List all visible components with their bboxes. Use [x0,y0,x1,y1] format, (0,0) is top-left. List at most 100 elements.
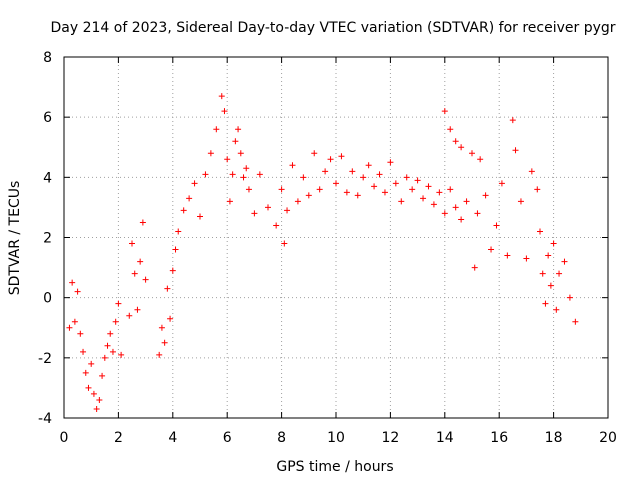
data-point [338,153,345,160]
data-point [414,177,421,184]
data-point [137,258,144,265]
data-point [109,348,116,355]
data-point [333,180,339,187]
data-point [139,219,146,226]
data-point [436,189,443,196]
data-point [131,270,138,277]
data-point [115,300,122,307]
data-point [237,150,244,157]
data-point [322,168,329,175]
data-point [430,201,437,208]
data-point [129,240,135,247]
data-point [463,198,470,205]
data-point [420,195,427,202]
data-point [82,369,89,376]
data-point [218,93,225,100]
x-tick-label: 10 [327,430,345,446]
data-point [371,183,378,190]
data-point [458,144,465,151]
data-point [104,342,111,349]
data-point [281,240,288,247]
data-point [175,228,182,235]
data-point [77,330,84,337]
data-point [74,288,81,295]
data-point [441,108,448,115]
x-tick-label: 4 [168,430,177,446]
data-point [447,126,454,133]
data-point [256,171,263,178]
data-point [284,207,291,214]
data-point [243,165,250,172]
data-point [512,147,519,154]
data-point [197,213,203,220]
y-tick-label: -2 [38,351,52,367]
data-point [452,204,459,211]
data-point [553,306,560,313]
data-point [158,324,165,331]
data-point [207,150,214,157]
data-point [360,174,367,181]
data-point [93,405,100,412]
data-point [517,198,524,205]
data-point [161,339,168,346]
data-point [545,252,552,259]
x-axis-label: GPS time / hours [276,459,393,475]
data-point [474,210,481,217]
data-point [88,360,95,367]
x-tick-label: 6 [223,430,232,446]
data-point [294,198,301,205]
data-point [156,351,163,358]
data-point [458,216,465,223]
x-tick-label: 0 [60,430,69,446]
data-point [441,210,448,217]
tick-labels: 0 2 4 6 8 10 12 14 16 18 20 -4 -2 0 2 4 6 8 [38,50,617,446]
data-point [112,318,119,325]
data-point [566,294,573,301]
data-point [191,180,198,187]
data-point [232,138,239,145]
x-tick-label: 20 [599,430,617,446]
plot-frame [63,56,609,419]
data-point [534,186,541,193]
data-point [101,354,108,361]
y-tick-label: 6 [43,110,52,126]
data-point [493,222,500,229]
data-point [327,156,334,163]
data-point [134,306,141,313]
data-point [425,183,432,190]
data-point [572,318,579,325]
data-point [504,252,511,259]
data-point [547,282,554,289]
data-point [186,195,193,202]
data-point [251,210,258,217]
data-point [537,228,543,235]
data-point [523,255,530,262]
data-point [376,171,383,178]
x-tick-label: 14 [436,430,454,446]
data-point [90,390,97,397]
y-tick-label: 8 [43,50,52,66]
data-point [118,351,125,358]
data-point [164,285,171,292]
data-point [477,156,484,163]
data-point [482,192,489,199]
data-point [452,138,459,145]
y-tick-label: 0 [43,291,52,307]
data-points [66,93,579,412]
data-point [539,270,546,277]
data-point [202,171,209,178]
data-point [447,186,454,193]
data-point [226,198,233,205]
data-point [398,198,405,205]
data-point [221,108,228,115]
y-axis-label: SDTVAR / TECUs [7,181,23,296]
data-point [96,396,103,403]
data-point [107,330,114,337]
data-point [305,192,312,199]
y-tick-label: -4 [38,411,52,427]
data-point [311,150,318,157]
x-tick-label: 12 [381,430,399,446]
x-tick-label: 18 [545,430,563,446]
data-point [300,174,307,181]
data-point [550,240,557,247]
